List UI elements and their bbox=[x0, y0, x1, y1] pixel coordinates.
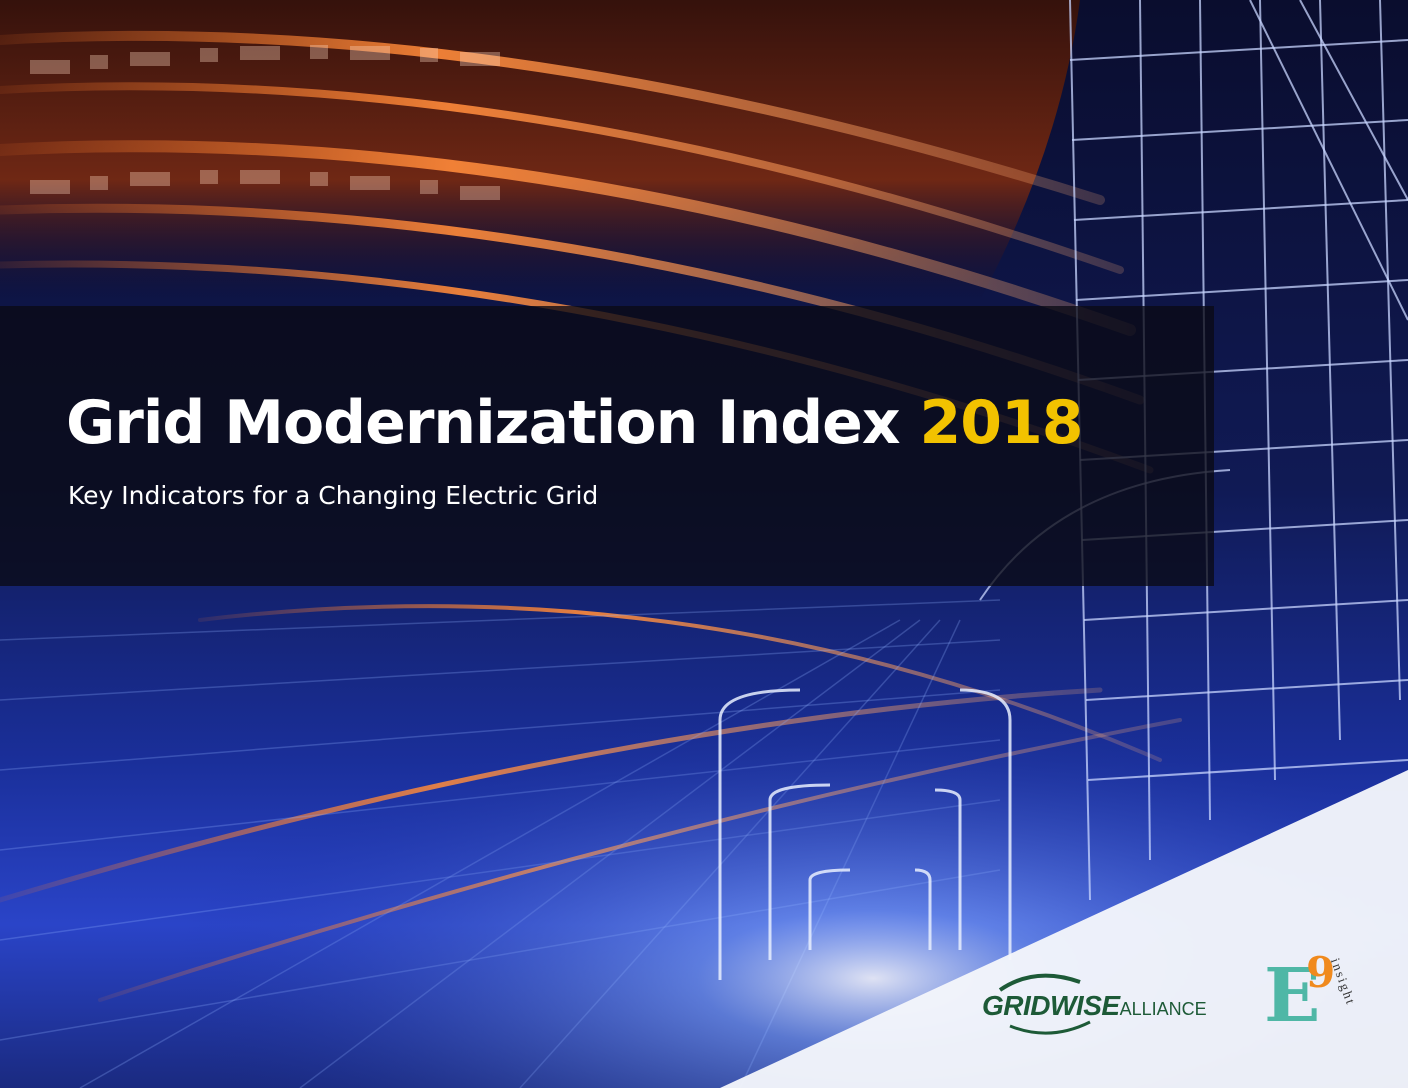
gridwise-suffix: ALLIANCE bbox=[1119, 999, 1207, 1019]
street-lamps bbox=[718, 688, 1012, 980]
e9-insight-logo: E 9 insight bbox=[1258, 950, 1368, 1040]
e9-digit: 9 bbox=[1306, 948, 1336, 997]
gridwise-alliance-logo: GRIDWISEALLIANCE bbox=[980, 968, 1225, 1038]
e9-letter: E bbox=[1264, 953, 1321, 1039]
corner-highlight bbox=[720, 770, 1408, 1088]
upper-data-stream bbox=[0, 0, 1080, 300]
title-year: 2018 bbox=[919, 388, 1083, 458]
title-main: Grid Modernization Index bbox=[66, 388, 901, 458]
title-band bbox=[0, 306, 1214, 586]
gridwise-name: GRIDWISE bbox=[982, 990, 1120, 1021]
gridwise-swoosh-icon bbox=[998, 973, 1091, 1035]
gridwise-wordmark: GRIDWISEALLIANCE bbox=[982, 990, 1207, 1022]
report-subtitle: Key Indicators for a Changing Electric G… bbox=[68, 481, 599, 510]
binary-pattern bbox=[30, 45, 500, 200]
report-title: Grid Modernization Index 2018 bbox=[66, 388, 1083, 458]
